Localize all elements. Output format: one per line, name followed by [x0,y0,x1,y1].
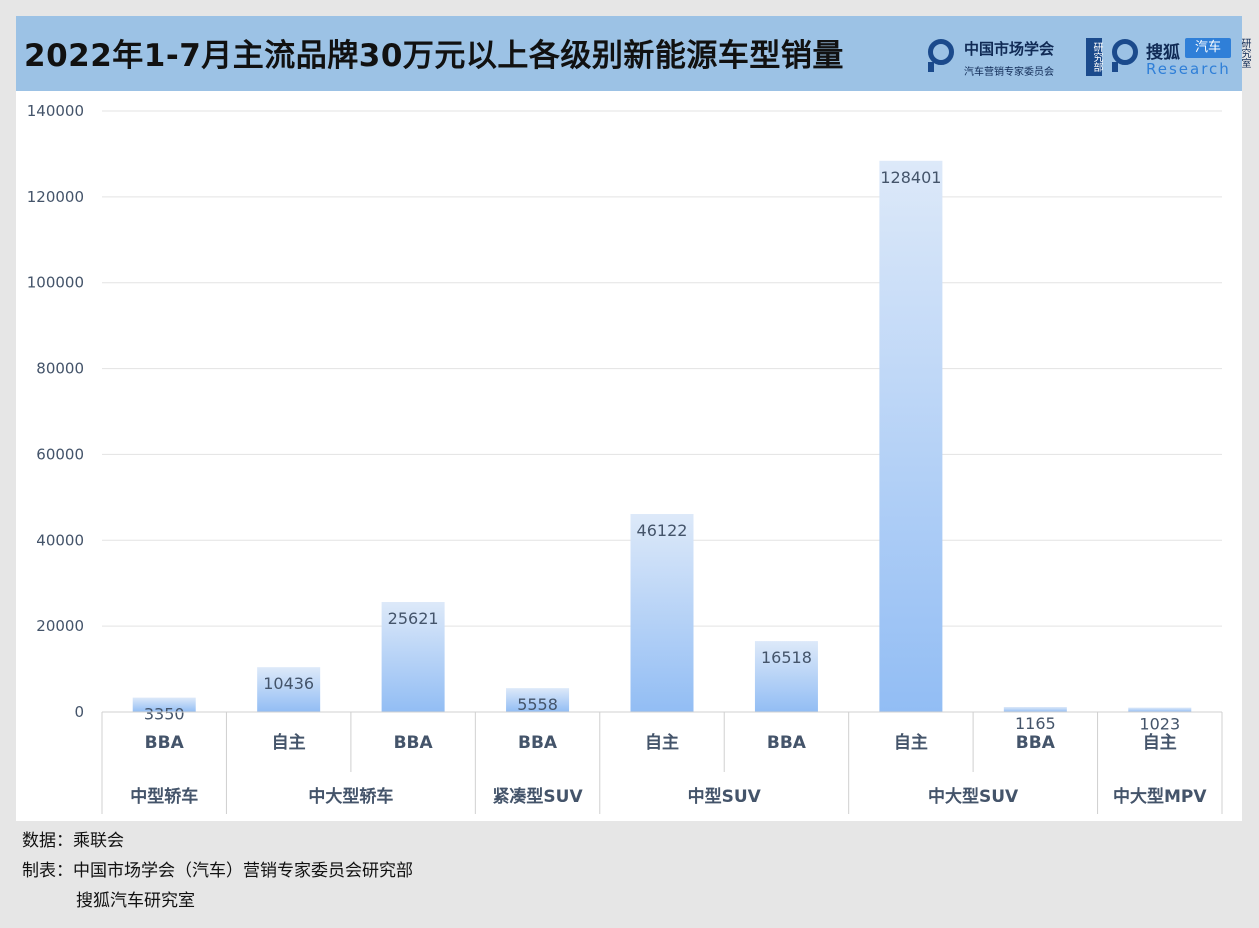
bar [754,641,818,712]
group-label: 中大型MPV [1113,786,1207,807]
category-label: 自主 [645,732,679,753]
cms-logo-tag: 研究部 [1086,38,1102,76]
category-label: BBA [145,733,185,753]
bar [381,602,445,712]
title-bar: 2022年1-7月主流品牌30万元以上各级别新能源车型销量 中国市场学会 汽车营… [16,16,1250,91]
category-label: BBA [1016,733,1056,753]
bar [132,697,196,712]
source-note: 数据：乘联会 [22,831,124,851]
data-label: 5558 [517,695,558,714]
bar [506,688,570,712]
y-tick-label: 100000 [27,274,84,292]
category-label: 自主 [894,732,928,753]
group-label: 中型轿车 [130,786,198,807]
y-tick-label: 0 [74,703,84,721]
data-label: 1023 [1139,715,1180,734]
cms-logo: 中国市场学会 汽车营销专家委员会 研究部 [928,36,1102,80]
bar [1003,706,1067,712]
y-tick-label: 20000 [36,617,84,635]
y-tick-label: 40000 [36,531,84,549]
page-title: 2022年1-7月主流品牌30万元以上各级别新能源车型销量 [24,38,844,74]
y-tick-label: 140000 [27,102,84,120]
bar [257,667,321,712]
data-label: 25621 [388,609,439,628]
bar [879,160,943,712]
category-label: BBA [394,733,434,753]
chart-area: 3350 10436 25621 5558 46122 16518 128401 1165 10… [16,91,1242,821]
bar [1128,707,1192,712]
y-tick-label: 60000 [36,445,84,463]
maker-note-2: 搜狐汽车研究室 [76,891,195,911]
sohu-logo-tag2: 研究室 [1239,38,1250,68]
data-label: 10436 [263,674,314,693]
data-label: 16518 [761,648,812,667]
q-logo-icon [928,39,954,72]
group-label: 中大型轿车 [308,786,393,807]
sohu-logo-sub: Research [1146,60,1231,78]
data-label: 128401 [880,168,941,187]
category-label: 自主 [1143,732,1177,753]
sohu-logo-tag: 汽车 [1185,38,1231,58]
cms-logo-sub: 汽车营销专家委员会 [964,67,1054,78]
maker-note: 制表：中国市场学会（汽车）营销专家委员会研究部 [22,861,413,881]
y-tick-label: 80000 [36,360,84,378]
sohu-logo: 搜狐 汽车 Research 研究室 [1112,36,1257,80]
category-label: BBA [518,733,558,753]
group-label: 紧凑型SUV [492,786,583,807]
data-label: 3350 [144,705,185,724]
sohu-logo-name: 搜狐 [1146,43,1180,63]
q-logo-icon [1112,39,1138,72]
cms-logo-name: 中国市场学会 [964,40,1055,58]
bar [630,514,694,712]
category-label: 自主 [272,732,306,753]
group-label: 中大型SUV [928,786,1019,807]
category-label: BBA [767,733,807,753]
bar-chart: 3350 10436 25621 5558 46122 16518 128401 1165 10… [27,102,1223,814]
group-label: 中型SUV [688,786,762,807]
y-tick-label: 120000 [27,188,84,206]
data-label: 46122 [637,521,688,540]
data-label: 1165 [1015,714,1056,733]
